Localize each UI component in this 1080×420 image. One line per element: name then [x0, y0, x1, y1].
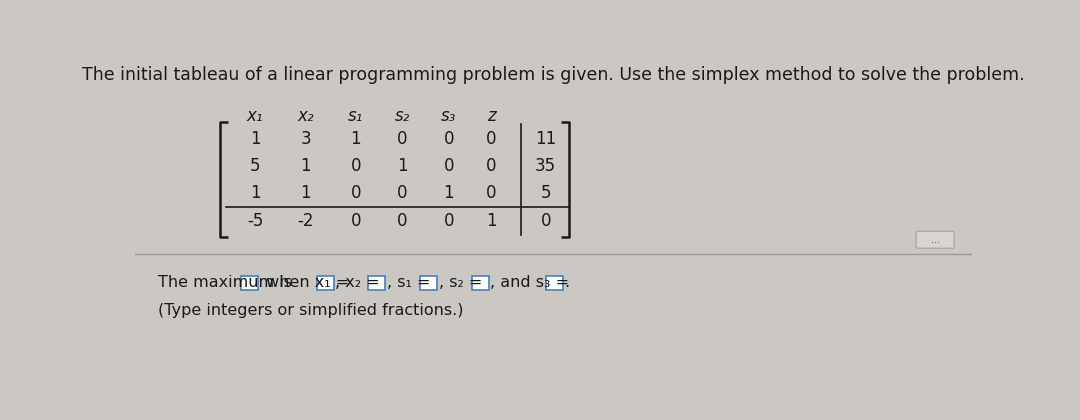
Text: 3: 3 [300, 130, 311, 148]
Text: 0: 0 [444, 157, 454, 175]
Text: when x₁ =: when x₁ = [261, 276, 350, 291]
Text: s₃: s₃ [442, 107, 457, 125]
Text: 1: 1 [300, 184, 311, 202]
Text: , s₁ =: , s₁ = [387, 276, 431, 291]
Text: 1: 1 [397, 157, 407, 175]
Text: 1: 1 [444, 184, 455, 202]
Text: 0: 0 [444, 213, 454, 230]
Text: 5: 5 [540, 184, 551, 202]
FancyBboxPatch shape [368, 276, 386, 290]
Text: ...: ... [931, 235, 940, 245]
Text: .: . [564, 276, 569, 291]
Text: 1: 1 [249, 130, 260, 148]
Text: 0: 0 [351, 184, 361, 202]
FancyBboxPatch shape [472, 276, 489, 290]
Text: z: z [487, 107, 496, 125]
Text: -5: -5 [247, 213, 264, 230]
FancyBboxPatch shape [545, 276, 563, 290]
FancyBboxPatch shape [316, 276, 334, 290]
Text: s₂: s₂ [395, 107, 410, 125]
Text: -2: -2 [297, 213, 314, 230]
Text: 1: 1 [300, 157, 311, 175]
Text: 11: 11 [535, 130, 556, 148]
Text: (Type integers or simplified fractions.): (Type integers or simplified fractions.) [159, 303, 463, 318]
Text: 0: 0 [486, 157, 497, 175]
Text: 35: 35 [536, 157, 556, 175]
FancyBboxPatch shape [420, 276, 437, 290]
Text: , s₂ =: , s₂ = [438, 276, 482, 291]
Text: 0: 0 [351, 157, 361, 175]
Text: 0: 0 [486, 184, 497, 202]
Text: The initial tableau of a linear programming problem is given. Use the simplex me: The initial tableau of a linear programm… [82, 66, 1025, 84]
Text: 0: 0 [351, 213, 361, 230]
Text: 1: 1 [249, 184, 260, 202]
FancyBboxPatch shape [241, 276, 258, 290]
Text: s₁: s₁ [348, 107, 364, 125]
Text: 0: 0 [486, 130, 497, 148]
Text: 0: 0 [444, 130, 454, 148]
Text: 1: 1 [486, 213, 497, 230]
Text: The maximum is: The maximum is [159, 276, 297, 291]
Text: 0: 0 [397, 213, 407, 230]
Text: 1: 1 [351, 130, 361, 148]
Text: , and s₃ =: , and s₃ = [490, 276, 569, 291]
Text: 5: 5 [249, 157, 260, 175]
Text: 0: 0 [540, 213, 551, 230]
Text: x₂: x₂ [297, 107, 314, 125]
Text: 0: 0 [397, 130, 407, 148]
Text: , x₂ =: , x₂ = [335, 276, 380, 291]
Text: x₁: x₁ [247, 107, 264, 125]
FancyBboxPatch shape [916, 231, 954, 248]
Text: 0: 0 [397, 184, 407, 202]
